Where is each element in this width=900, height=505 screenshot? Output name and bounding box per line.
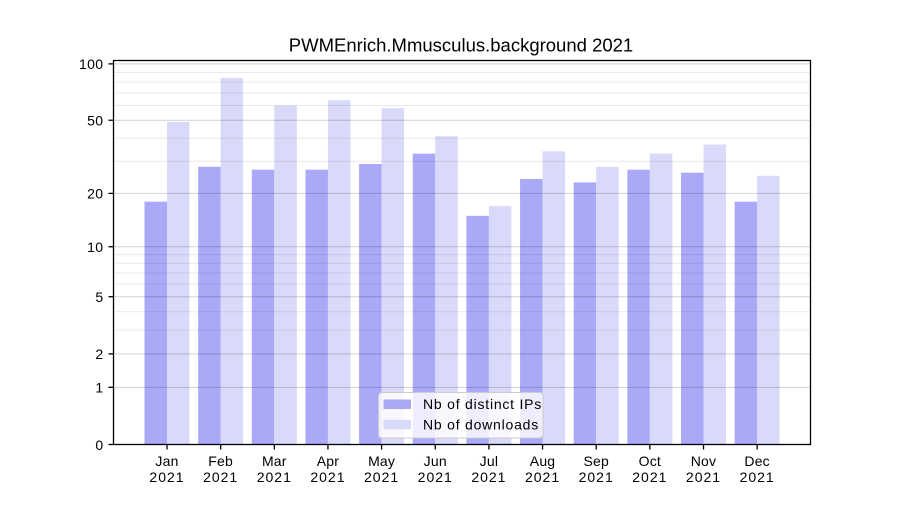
svg-text:Feb: Feb [208,453,233,469]
svg-text:2021: 2021 [257,469,292,485]
svg-text:100: 100 [79,56,104,72]
svg-text:Jun: Jun [424,453,447,469]
svg-text:20: 20 [87,186,103,202]
svg-text:May: May [368,453,395,469]
svg-text:2021: 2021 [686,469,721,485]
svg-text:2021: 2021 [364,469,399,485]
svg-text:2: 2 [95,346,103,362]
svg-text:2021: 2021 [418,469,453,485]
svg-text:2021: 2021 [740,469,775,485]
svg-text:2021: 2021 [203,469,238,485]
svg-text:Oct: Oct [639,453,661,469]
svg-text:Nov: Nov [691,453,717,469]
svg-text:Nb of downloads: Nb of downloads [423,417,539,433]
svg-text:50: 50 [87,113,103,129]
svg-text:2021: 2021 [525,469,560,485]
svg-text:Mar: Mar [262,453,287,469]
svg-text:2021: 2021 [579,469,614,485]
svg-text:Jul: Jul [480,453,499,469]
svg-text:PWMEnrich.Mmusculus.background: PWMEnrich.Mmusculus.background 2021 [289,35,633,56]
svg-text:2021: 2021 [471,469,506,485]
svg-text:0: 0 [95,437,103,453]
svg-text:Sep: Sep [583,453,609,469]
svg-text:2021: 2021 [149,469,184,485]
svg-text:Dec: Dec [744,453,770,469]
svg-text:1: 1 [95,380,103,396]
svg-text:Apr: Apr [317,453,340,469]
svg-text:5: 5 [95,289,103,305]
svg-text:2021: 2021 [310,469,345,485]
svg-text:Nb of distinct IPs: Nb of distinct IPs [423,396,542,412]
svg-text:Jan: Jan [155,453,178,469]
svg-text:10: 10 [87,239,103,255]
svg-text:2021: 2021 [632,469,667,485]
svg-text:Aug: Aug [530,453,556,469]
